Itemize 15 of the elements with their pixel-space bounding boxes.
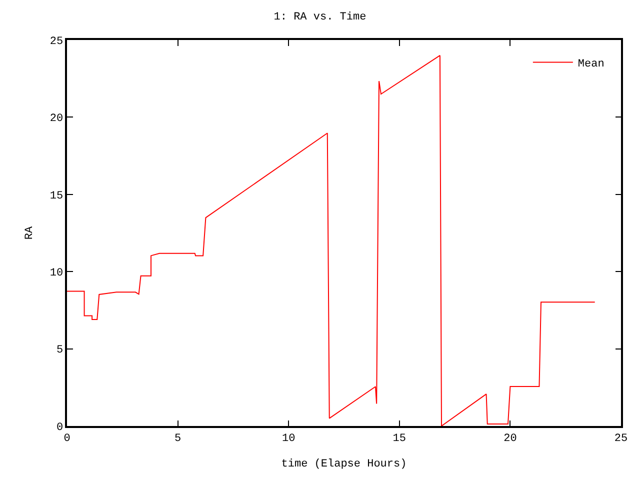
chart-title: 1: RA vs. Time	[274, 12, 366, 24]
x-tick-label: 25	[614, 432, 628, 445]
y-tick-label: 20	[50, 113, 64, 126]
legend-label: Mean	[578, 58, 604, 71]
y-tick-label: 15	[50, 190, 64, 202]
x-tick-label: 20	[504, 432, 517, 445]
x-tick-label: 5	[174, 432, 182, 445]
y-tick-label: 10	[50, 267, 64, 280]
x-axis-title: time (Elapse Hours)	[281, 458, 407, 471]
y-axis-title: RA	[24, 226, 36, 240]
y-tick-label: 0	[56, 422, 64, 434]
x-tick-label: 15	[392, 432, 406, 445]
y-tick-label: 25	[50, 36, 64, 48]
y-tick-label: 5	[56, 344, 64, 357]
x-tick-label: 10	[282, 432, 296, 445]
